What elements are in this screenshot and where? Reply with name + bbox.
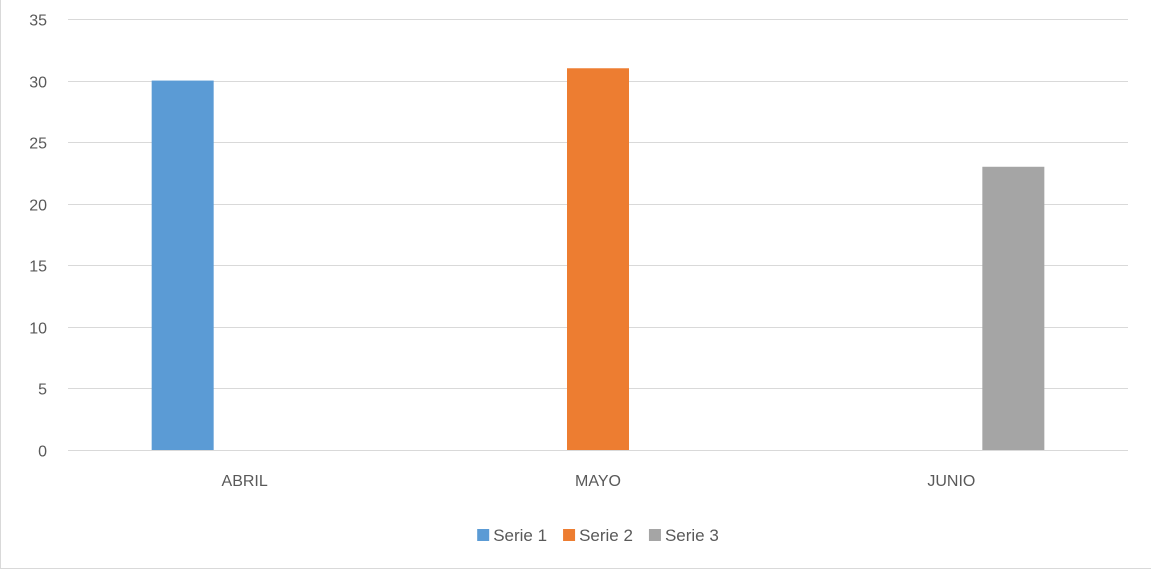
legend: Serie 1 Serie 2 Serie 3 — [477, 526, 719, 545]
legend-label: Serie 1 — [493, 526, 547, 545]
x-category-label: ABRIL — [222, 473, 268, 490]
legend-label: Serie 3 — [665, 526, 719, 545]
legend-label: Serie 2 — [579, 526, 633, 545]
legend-swatch — [648, 529, 661, 541]
y-tick-label: 20 — [29, 198, 47, 215]
y-tick-label: 25 — [29, 136, 47, 153]
bar-serie-1-abril — [151, 80, 214, 451]
x-category-label: JUNIO — [927, 473, 975, 490]
legend-item-serie-2: Serie 2 — [563, 526, 633, 545]
bar-serie-2-mayo — [567, 68, 629, 450]
bars — [151, 68, 1045, 451]
y-tick-label: 0 — [38, 444, 47, 461]
y-tick-label: 30 — [29, 75, 47, 92]
x-category-label: MAYO — [575, 473, 621, 490]
legend-swatch — [477, 529, 490, 541]
legend-swatch — [563, 529, 576, 541]
y-tick-label: 15 — [29, 259, 47, 276]
legend-item-serie-1: Serie 1 — [477, 526, 547, 545]
y-tick-label: 35 — [29, 13, 47, 30]
x-axis-category-labels: ABRIL MAYO JUNIO — [222, 473, 976, 490]
bar-serie-3-junio — [982, 166, 1045, 450]
y-tick-label: 10 — [29, 321, 47, 338]
legend-item-serie-3: Serie 3 — [648, 526, 719, 545]
y-axis-tick-labels: 0 5 10 15 20 25 30 35 — [29, 13, 47, 461]
y-tick-label: 5 — [38, 382, 47, 399]
